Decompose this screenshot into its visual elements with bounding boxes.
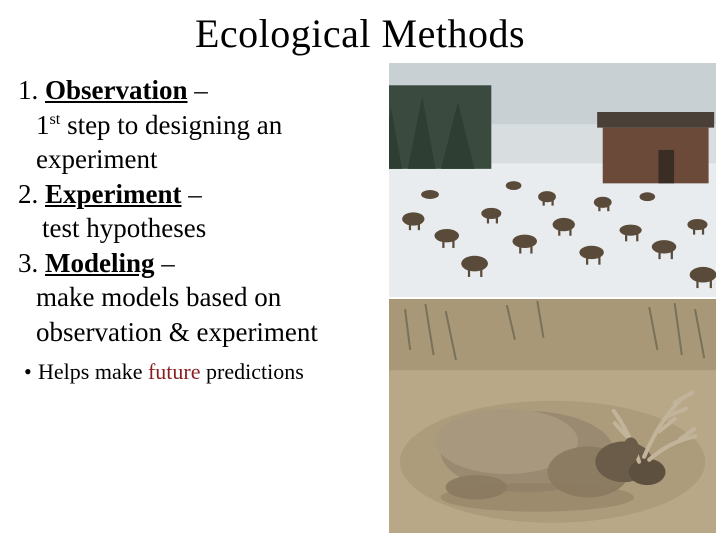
num-3: 3.: [18, 248, 38, 278]
desc-2: test hypotheses: [42, 213, 206, 243]
image-column: [389, 63, 720, 533]
item-3-desc-a: make models based on: [18, 280, 381, 315]
content-row: 1. Observation – 1st step to designing a…: [0, 63, 720, 533]
page-title: Ecological Methods: [0, 0, 720, 63]
num-2: 2.: [18, 179, 38, 209]
bullet-icon: •: [24, 359, 38, 385]
desc-1a-sup: st: [50, 110, 61, 128]
item-1-desc-b: experiment: [18, 142, 381, 177]
bullet-line: •Helps make future predictions: [18, 359, 381, 385]
item-2-desc: test hypotheses: [18, 211, 381, 246]
num-1: 1.: [18, 75, 38, 105]
item-1-desc-a: 1st step to designing an: [18, 108, 381, 143]
item-1: 1. Observation –: [18, 73, 381, 108]
photo-deer-lying: [389, 299, 716, 533]
item-3-desc-b: observation & experiment: [18, 315, 381, 350]
item-3: 3. Modeling –: [18, 246, 381, 281]
desc-3b: observation & experiment: [36, 317, 318, 347]
term-observation: Observation: [45, 75, 188, 105]
bullet-post: predictions: [201, 359, 304, 384]
dash-3: –: [155, 248, 175, 278]
term-experiment: Experiment: [45, 179, 181, 209]
bullet-future: future: [148, 359, 201, 384]
desc-1b: experiment: [36, 144, 157, 174]
dash-2: –: [181, 179, 201, 209]
desc-1a-post: step to designing an: [60, 110, 282, 140]
item-2: 2. Experiment –: [18, 177, 381, 212]
bullet-pre: Helps make: [38, 359, 148, 384]
dash-1: –: [188, 75, 208, 105]
term-modeling: Modeling: [45, 248, 155, 278]
text-column: 1. Observation – 1st step to designing a…: [0, 63, 389, 533]
desc-1a-pre: 1: [36, 110, 50, 140]
photo-deer-herd: [389, 63, 716, 297]
desc-3a: make models based on: [36, 282, 281, 312]
